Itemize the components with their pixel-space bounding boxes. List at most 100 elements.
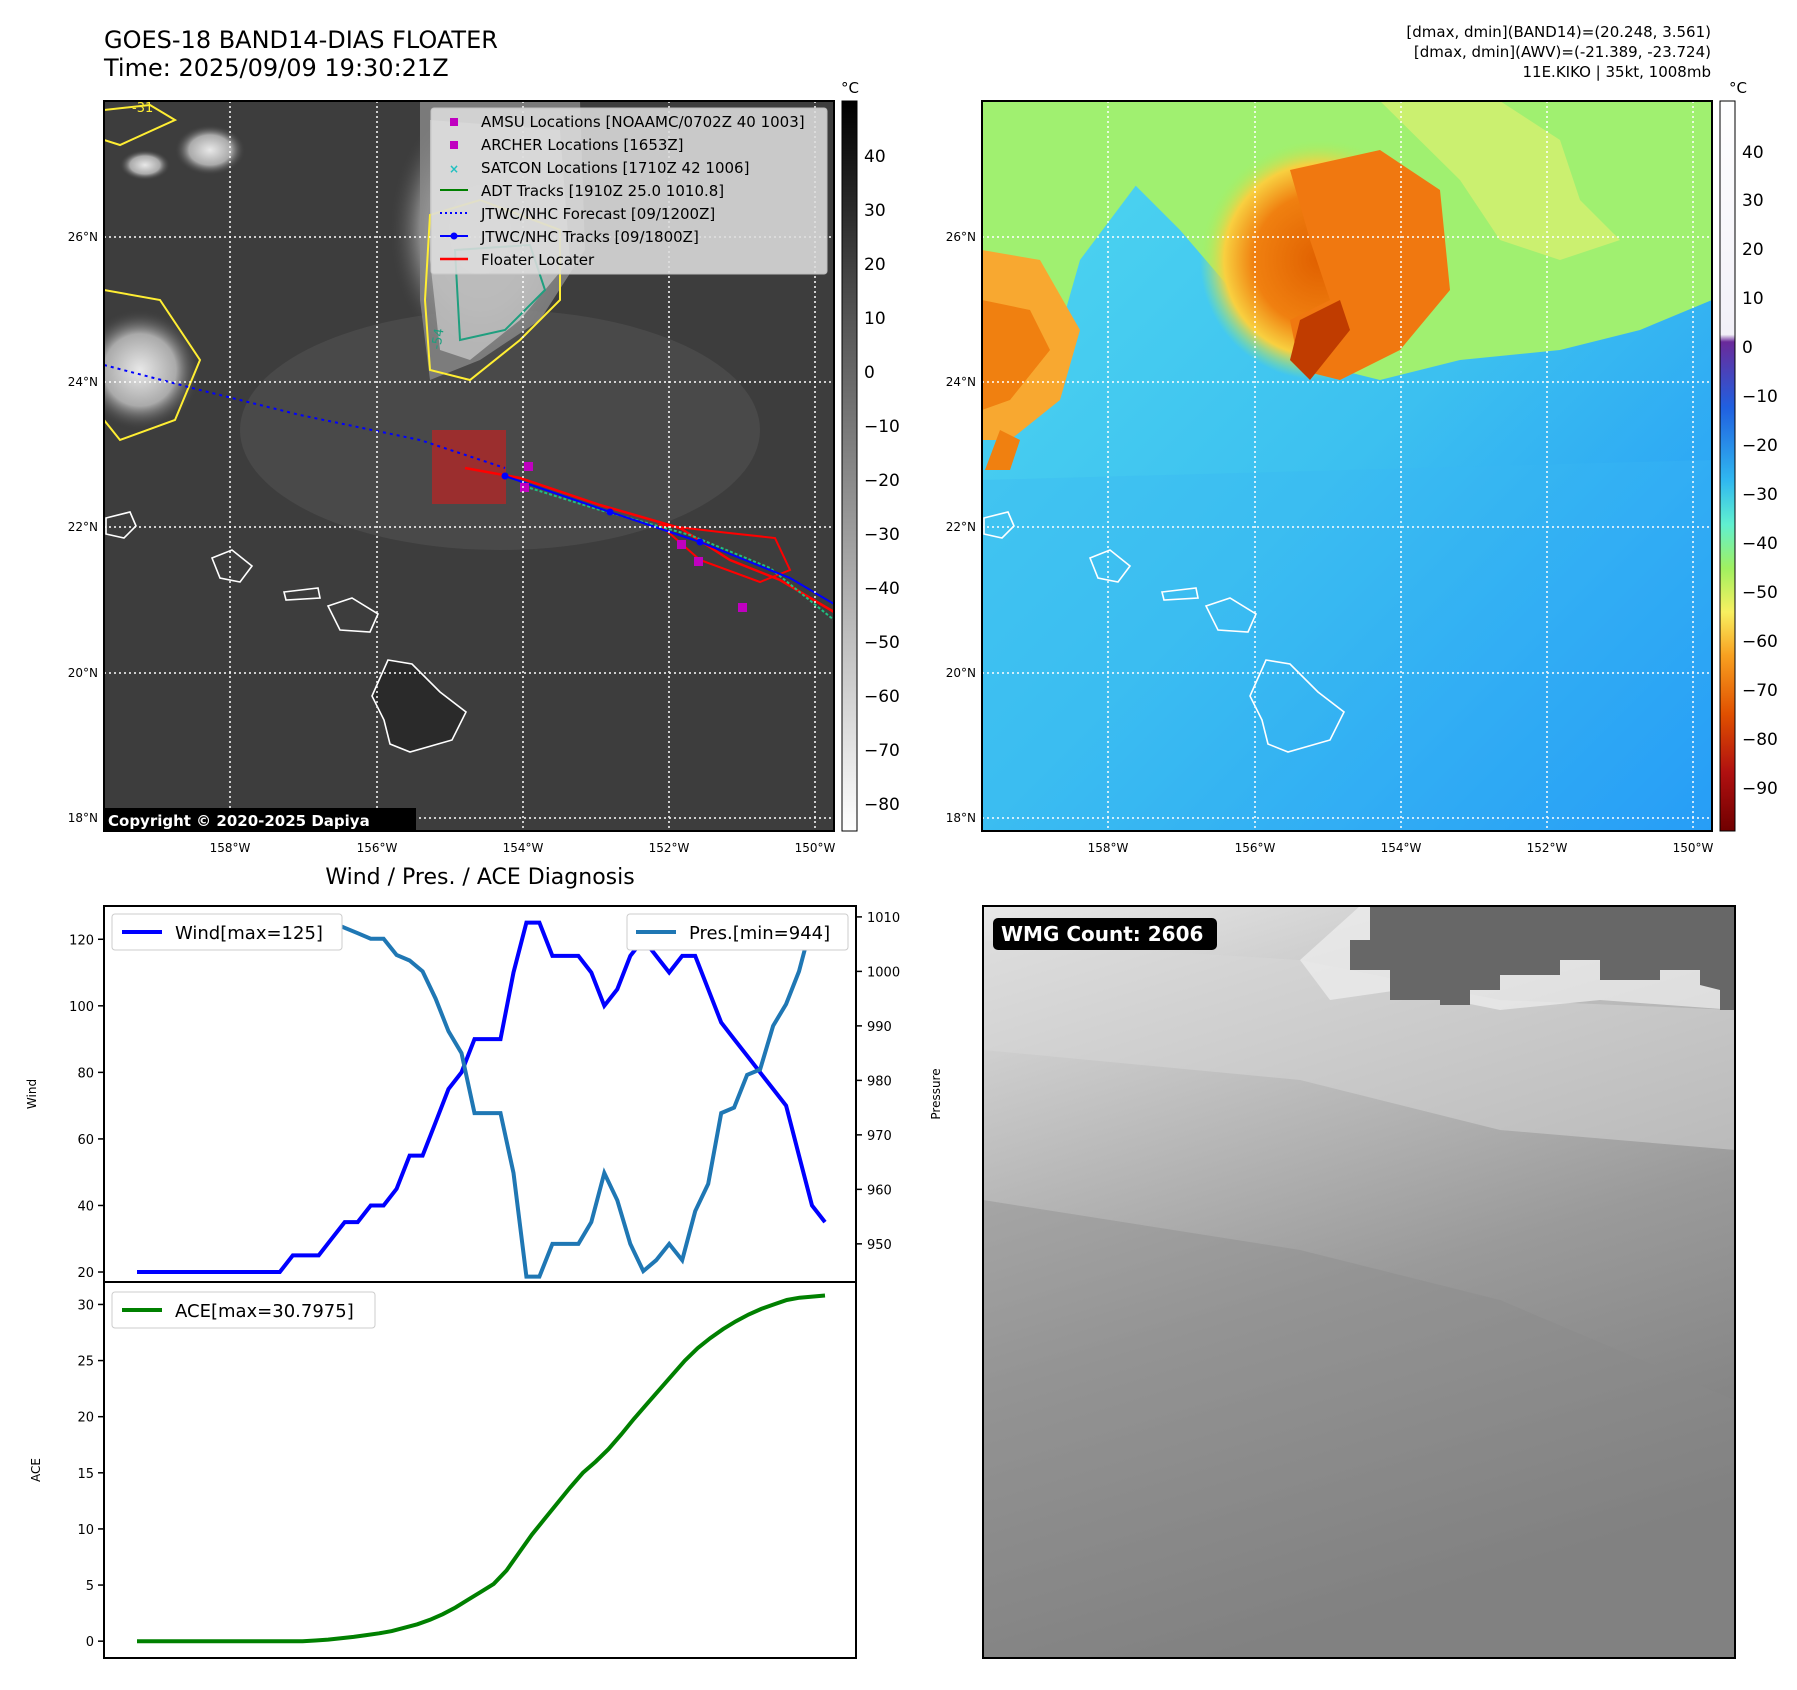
awv-lon-label-150: 150°W (1673, 841, 1714, 855)
ir-tick-20: 20 (864, 255, 886, 275)
ace-tick-label: 15 (77, 1467, 94, 1482)
awv-tick-m40: −40 (1742, 534, 1778, 554)
lat-label-20: 20°N (68, 666, 98, 680)
awv-lat-labels: 26°N 24°N 22°N 20°N 18°N (946, 230, 976, 825)
wind-tick-label: 100 (69, 1000, 94, 1015)
pressure-tick-label: 990 (867, 1020, 892, 1035)
awv-lon-label-152: 152°W (1527, 841, 1568, 855)
title-line-2: Time: 2025/09/09 19:30:21Z (104, 54, 449, 82)
ir-tick-0: 0 (864, 363, 875, 383)
ir-tick-10: 10 (864, 309, 886, 329)
ace-axis-label: ACE (29, 1458, 43, 1482)
wmg-frame (982, 905, 1736, 1659)
ace-tick-label: 0 (86, 1635, 94, 1650)
awv-tick-20: 20 (1742, 240, 1764, 260)
lat-label-18: 18°N (68, 811, 98, 825)
ace-tick-label: 20 (77, 1411, 94, 1426)
storm-info: 11E.KIKO | 35kt, 1008mb (1522, 63, 1711, 81)
awv-colorbar: °C 40 30 20 10 0 −10 −20 −30 −40 −50 −60… (1719, 79, 1778, 832)
lon-label-158: 158°W (210, 841, 251, 855)
wind-tick-label: 20 (77, 1266, 94, 1281)
legend-archer: ARCHER Locations [1653Z] (481, 136, 684, 154)
contour-label-31: -31 (132, 101, 153, 116)
awv-lon-label-158: 158°W (1088, 841, 1129, 855)
pressure-legend-label: Pres.[min=944] (689, 923, 830, 944)
awv-lon-label-154: 154°W (1381, 841, 1422, 855)
ir-tick-m20: −20 (864, 471, 900, 491)
lon-label-156: 156°W (357, 841, 398, 855)
wind-pressure-chart: 20 40 60 80 100 120 950 960 970 980 990 1000 1010 W… (25, 905, 943, 1283)
ir-tick-m60: −60 (864, 687, 900, 707)
copyright-badge (104, 808, 416, 832)
lon-label-154: 154°W (503, 841, 544, 855)
ir-colorbar-ticks: 40 30 20 10 0 −10 −20 −30 −40 −50 −60 −7… (864, 147, 900, 815)
pressure-legend: Pres.[min=944] (626, 913, 849, 951)
ace-chart: 0 5 10 15 20 25 30 ACE ACE[max=30.7975] (29, 1281, 857, 1659)
awv-tick-m90: −90 (1742, 779, 1778, 799)
diagnosis-title: Wind / Pres. / ACE Diagnosis (325, 865, 634, 890)
pressure-tick-label: 960 (867, 1183, 892, 1198)
awv-tick-m70: −70 (1742, 681, 1778, 701)
ir-lat-labels: 26°N 24°N 22°N 20°N 18°N (68, 230, 98, 825)
awv-colorbar-ticks: 40 30 20 10 0 −10 −20 −30 −40 −50 −60 −7… (1742, 143, 1778, 799)
wind-series-line (137, 920, 827, 1274)
pressure-tick-label: 1000 (867, 965, 900, 980)
awv-lat-label-26: 26°N (946, 230, 976, 244)
wmg-count-badge (993, 918, 1217, 950)
ace-legend-label: ACE[max=30.7975] (175, 1301, 354, 1322)
legend-tracks: JTWC/NHC Tracks [09/1800Z] (480, 228, 699, 246)
ace-chart-frame (103, 1281, 857, 1659)
copyright-text: Copyright © 2020-2025 Dapiya (108, 812, 370, 830)
stats-awv: [dmax, dmin](AWV)=(-21.389, -23.724) (1413, 43, 1711, 61)
wind-tick-label: 60 (77, 1133, 94, 1148)
wmg-dark-region (1350, 906, 1735, 1010)
pressure-tick-label: 970 (867, 1129, 892, 1144)
ace-tick-label: 5 (86, 1579, 94, 1594)
contour-label-54: -54 (429, 327, 447, 351)
legend-satcon: SATCON Locations [1710Z 42 1006] (481, 159, 749, 177)
awv-tick-30: 30 (1742, 191, 1764, 211)
pressure-tick-label: 980 (867, 1074, 892, 1089)
awv-gridlines (982, 101, 1712, 831)
ir-tick-m80: −80 (864, 795, 900, 815)
legend-satcon-marker: × (449, 162, 459, 176)
wind-legend: Wind[max=125] (111, 913, 343, 951)
ir-map-panel: -31 -54 (68, 100, 836, 855)
pressure-axis-label: Pressure (929, 1068, 943, 1119)
wmg-panel: WMG Count: 2606 (982, 905, 1736, 1659)
map-title: GOES-18 BAND14-DIAS FLOATER Time: 2025/0… (104, 26, 498, 82)
ir-tick-m10: −10 (864, 417, 900, 437)
awv-frame (981, 100, 1713, 832)
wind-legend-label: Wind[max=125] (175, 923, 323, 944)
awv-tick-m80: −80 (1742, 730, 1778, 750)
legend-amsu: AMSU Locations [NOAAMC/0702Z 40 1003] (481, 113, 805, 131)
ace-legend: ACE[max=30.7975] (111, 1291, 376, 1329)
stats-band14: [dmax, dmin](BAND14)=(20.248, 3.561) (1406, 23, 1711, 41)
awv-colorbar-unit: °C (1729, 79, 1747, 97)
legend-adt: ADT Tracks [1910Z 25.0 1010.8] (481, 182, 724, 200)
awv-imagery (982, 101, 1712, 831)
lat-label-22: 22°N (68, 520, 98, 534)
awv-lat-label-18: 18°N (946, 811, 976, 825)
ir-tick-m30: −30 (864, 525, 900, 545)
ir-tick-30: 30 (864, 201, 886, 221)
wind-tick-label: 40 (77, 1199, 94, 1214)
awv-tick-10: 10 (1742, 289, 1764, 309)
lon-label-152: 152°W (649, 841, 690, 855)
ace-series-line (137, 1293, 826, 1644)
ace-tick-label: 30 (77, 1298, 94, 1313)
ir-colorbar-unit: °C (841, 79, 859, 97)
awv-tick-0: 0 (1742, 338, 1753, 358)
wind-axis-label: Wind (25, 1079, 39, 1109)
ir-lon-labels: 158°W 156°W 154°W 152°W 150°W (210, 841, 836, 855)
lat-label-24: 24°N (68, 375, 98, 389)
wind-tick-label: 120 (69, 933, 94, 948)
awv-map-panel: 26°N 24°N 22°N 20°N 18°N 158°W 156°W 154… (946, 100, 1714, 855)
awv-tick-m30: −30 (1742, 485, 1778, 505)
awv-lon-label-156: 156°W (1235, 841, 1276, 855)
legend-archer-marker (450, 141, 458, 149)
legend-forecast: JTWC/NHC Forecast [09/1200Z] (480, 205, 715, 223)
awv-tick-m10: −10 (1742, 387, 1778, 407)
title-line-1: GOES-18 BAND14-DIAS FLOATER (104, 26, 498, 54)
